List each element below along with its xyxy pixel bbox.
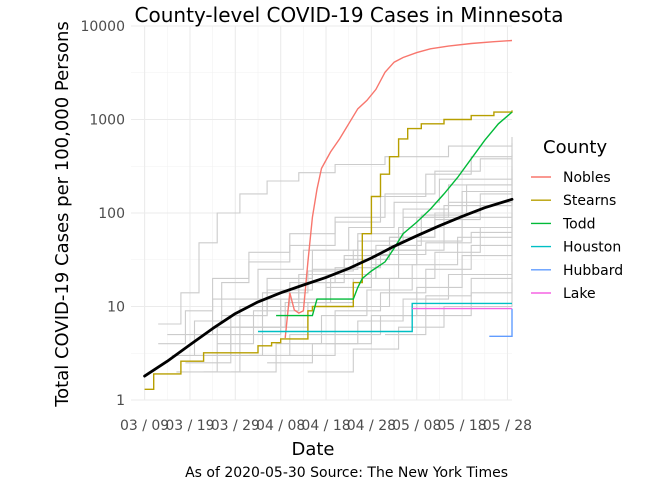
series-line-stearns <box>144 110 513 390</box>
background-county-line <box>239 165 513 328</box>
x-tick-label: 03 / 29 <box>211 418 260 434</box>
background-county-line <box>344 209 513 308</box>
y-tick-label: 1 <box>116 393 125 409</box>
x-tick-label: 05 / 28 <box>483 418 532 434</box>
series-line-houston <box>258 302 512 333</box>
background-county-line <box>267 245 513 364</box>
background-county-line <box>167 154 513 336</box>
legend-label-hubbard: Hubbard <box>563 263 623 279</box>
y-tick-label: 1000 <box>89 113 125 129</box>
legend-label-todd: Todd <box>562 216 596 232</box>
x-axis-label: Date <box>291 439 334 460</box>
x-tick-label: 05 / 08 <box>392 418 441 434</box>
y-tick-label: 10000 <box>80 19 125 35</box>
y-axis-label: Total COVID-19 Cases per 100,000 Persons <box>52 21 73 408</box>
trend-line <box>143 197 514 378</box>
background-county-line <box>385 274 513 336</box>
legend-title: County <box>543 137 607 158</box>
chart-caption: As of 2020-05-30 Source: The New York Ti… <box>185 465 508 480</box>
background-county-lines <box>158 137 513 373</box>
x-tick-label: 04 / 28 <box>347 418 396 434</box>
highlighted-county-lines <box>144 39 513 390</box>
x-tick-label: 05 / 18 <box>437 418 486 434</box>
legend-label-lake: Lake <box>563 286 596 302</box>
background-county-line <box>171 143 513 356</box>
background-county-line <box>230 213 513 373</box>
series-line-nobles <box>284 39 513 339</box>
legend-label-houston: Houston <box>563 240 621 256</box>
legend-label-stearns: Stearns <box>563 193 616 209</box>
x-tick-label: 03 / 19 <box>165 418 214 434</box>
background-county-line <box>194 224 513 336</box>
background-county-line <box>221 189 513 317</box>
series-line-hubbard <box>489 308 513 337</box>
y-tick-label: 10 <box>107 300 125 316</box>
trend-line-group <box>143 197 514 378</box>
background-county-line <box>158 137 513 325</box>
background-county-line <box>326 233 513 345</box>
y-axis-tick-labels: 1 10 100 1000 10000 <box>80 19 125 409</box>
y-tick-label: 100 <box>98 206 125 222</box>
x-tick-label: 04 / 08 <box>256 418 305 434</box>
background-county-line <box>217 184 513 345</box>
chart-title: County-level COVID-19 Cases in Minnesota <box>135 3 564 27</box>
background-county-line <box>307 282 513 373</box>
legend: County Nobles Stearns Todd Houston Hubbard La… <box>531 137 623 302</box>
background-county-line <box>253 196 513 300</box>
series-line-todd <box>276 111 513 317</box>
legend-label-nobles: Nobles <box>563 170 611 186</box>
x-tick-label: 03 / 09 <box>120 418 169 434</box>
background-county-line <box>248 222 513 356</box>
x-tick-label: 04 / 18 <box>301 418 350 434</box>
